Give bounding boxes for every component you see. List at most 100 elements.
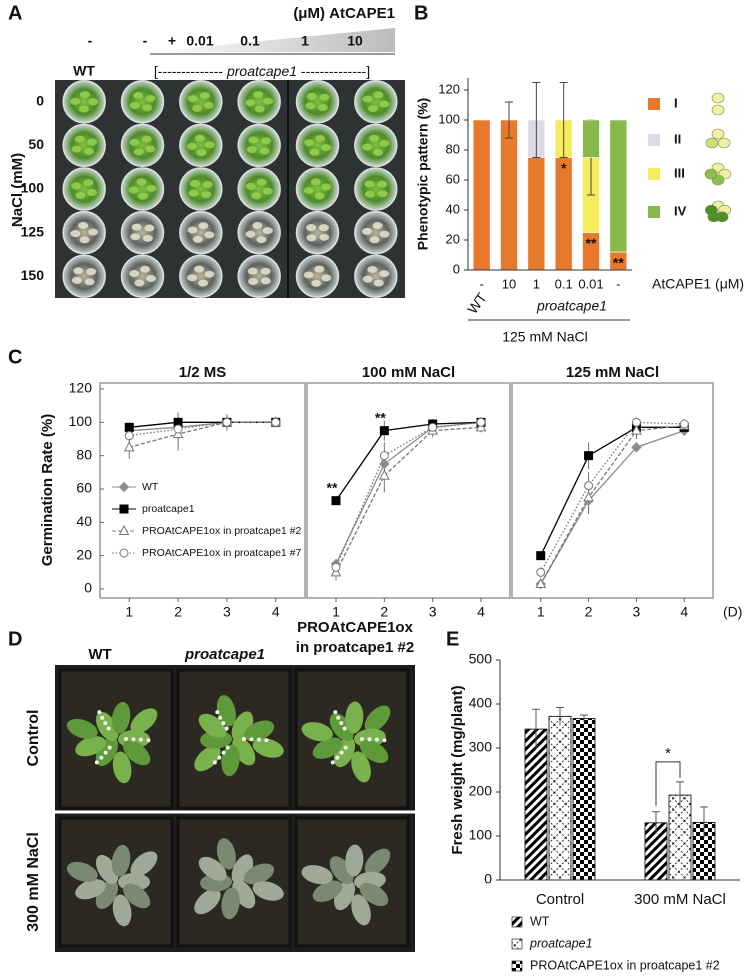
seedling: [367, 266, 378, 274]
well: [120, 167, 165, 211]
seedling: [133, 92, 144, 100]
legend-label: IV: [674, 203, 687, 218]
flower: [131, 737, 136, 742]
marker: [476, 417, 486, 427]
genotype-name: proatcape1: [226, 63, 297, 79]
y-tick-label: 400: [469, 695, 493, 711]
flower: [330, 760, 335, 765]
seedling: [186, 142, 197, 150]
leaf: [221, 744, 240, 777]
bar-segment: [500, 119, 518, 271]
seedling: [319, 93, 330, 101]
seedling: [145, 94, 156, 102]
flower: [256, 737, 261, 742]
flower: [339, 721, 344, 726]
group-label: proatcape1: [536, 298, 607, 314]
seedling: [317, 104, 328, 112]
treatment: -: [143, 33, 148, 49]
well: [62, 254, 106, 298]
legend-label: proatcape1: [142, 503, 195, 515]
flower: [97, 710, 102, 715]
flower: [382, 738, 387, 743]
flower: [343, 745, 348, 750]
seedling: [321, 274, 332, 282]
seedling: [194, 134, 205, 142]
flower: [146, 738, 151, 743]
panel-label: B: [414, 2, 428, 24]
dose-gradient: [150, 28, 395, 52]
seedling: [262, 227, 273, 235]
seedling: [373, 148, 384, 156]
marker: [583, 491, 594, 502]
y-tick-label: 500: [469, 651, 493, 667]
seedling: [194, 265, 205, 273]
bar: [548, 715, 572, 881]
y-tick-label: 0: [453, 261, 460, 276]
well: [120, 254, 165, 298]
leaf: [130, 851, 158, 877]
leaf: [364, 705, 391, 732]
seedling: [245, 230, 256, 238]
leaf: [112, 894, 132, 927]
flower: [249, 737, 254, 742]
y-tick-label: 120: [69, 380, 93, 396]
seedling: [204, 231, 215, 239]
series-line: [335, 421, 482, 502]
y-tick-label: 60: [446, 171, 460, 186]
group-label: WT: [464, 289, 490, 316]
flower: [264, 738, 269, 743]
legend-swatch: [648, 206, 660, 218]
x-tick-label: 2: [380, 604, 388, 620]
significance: **: [375, 409, 386, 425]
seedling: [75, 192, 86, 200]
marker: [379, 469, 390, 480]
leaf: [243, 720, 275, 742]
seedling: [137, 192, 148, 200]
marker: [379, 458, 390, 470]
seedling: [315, 134, 326, 142]
leaf: [252, 881, 284, 901]
y-tick-label: 80: [76, 446, 92, 462]
seedling: [252, 222, 263, 230]
flower: [212, 760, 217, 765]
flower: [107, 745, 112, 750]
marker: [271, 417, 281, 427]
x-tick-label: -: [479, 276, 483, 291]
y-tick-label: 200: [469, 783, 493, 799]
seedling: [192, 235, 203, 243]
seedling: [70, 230, 81, 238]
seedling: [262, 187, 273, 195]
seedling: [379, 100, 390, 108]
seedling: [79, 236, 90, 244]
significance: *: [665, 745, 671, 762]
treatment: 1: [301, 33, 309, 49]
x-unit: (D): [723, 604, 742, 620]
leaf: [66, 718, 98, 739]
x-tick-label: -: [616, 276, 620, 291]
seedling: [305, 102, 316, 110]
seedling: [78, 105, 89, 113]
x-tick-label: 2: [174, 604, 182, 620]
well: [295, 210, 340, 255]
seedling: [131, 223, 142, 231]
well: [295, 167, 340, 211]
seedling: [260, 277, 271, 285]
seedling: [84, 147, 95, 155]
seedling: [245, 182, 256, 190]
seedling: [361, 227, 372, 235]
column-label: WT: [88, 646, 111, 663]
leaf: [123, 883, 151, 909]
bar-segment: [609, 119, 628, 253]
seedling: [306, 234, 317, 242]
seedling: [319, 233, 330, 241]
nacl-level: 50: [28, 136, 44, 152]
series-line: [129, 421, 276, 437]
legend-label: III: [674, 165, 685, 180]
significance: **: [327, 479, 338, 495]
marker: [173, 424, 183, 434]
y-tick-label: 100: [469, 827, 493, 843]
seedling: [321, 144, 332, 152]
y-tick-label: 40: [446, 201, 460, 216]
plot-title: 100 mM NaCl: [362, 364, 455, 381]
seedling: [71, 276, 82, 284]
